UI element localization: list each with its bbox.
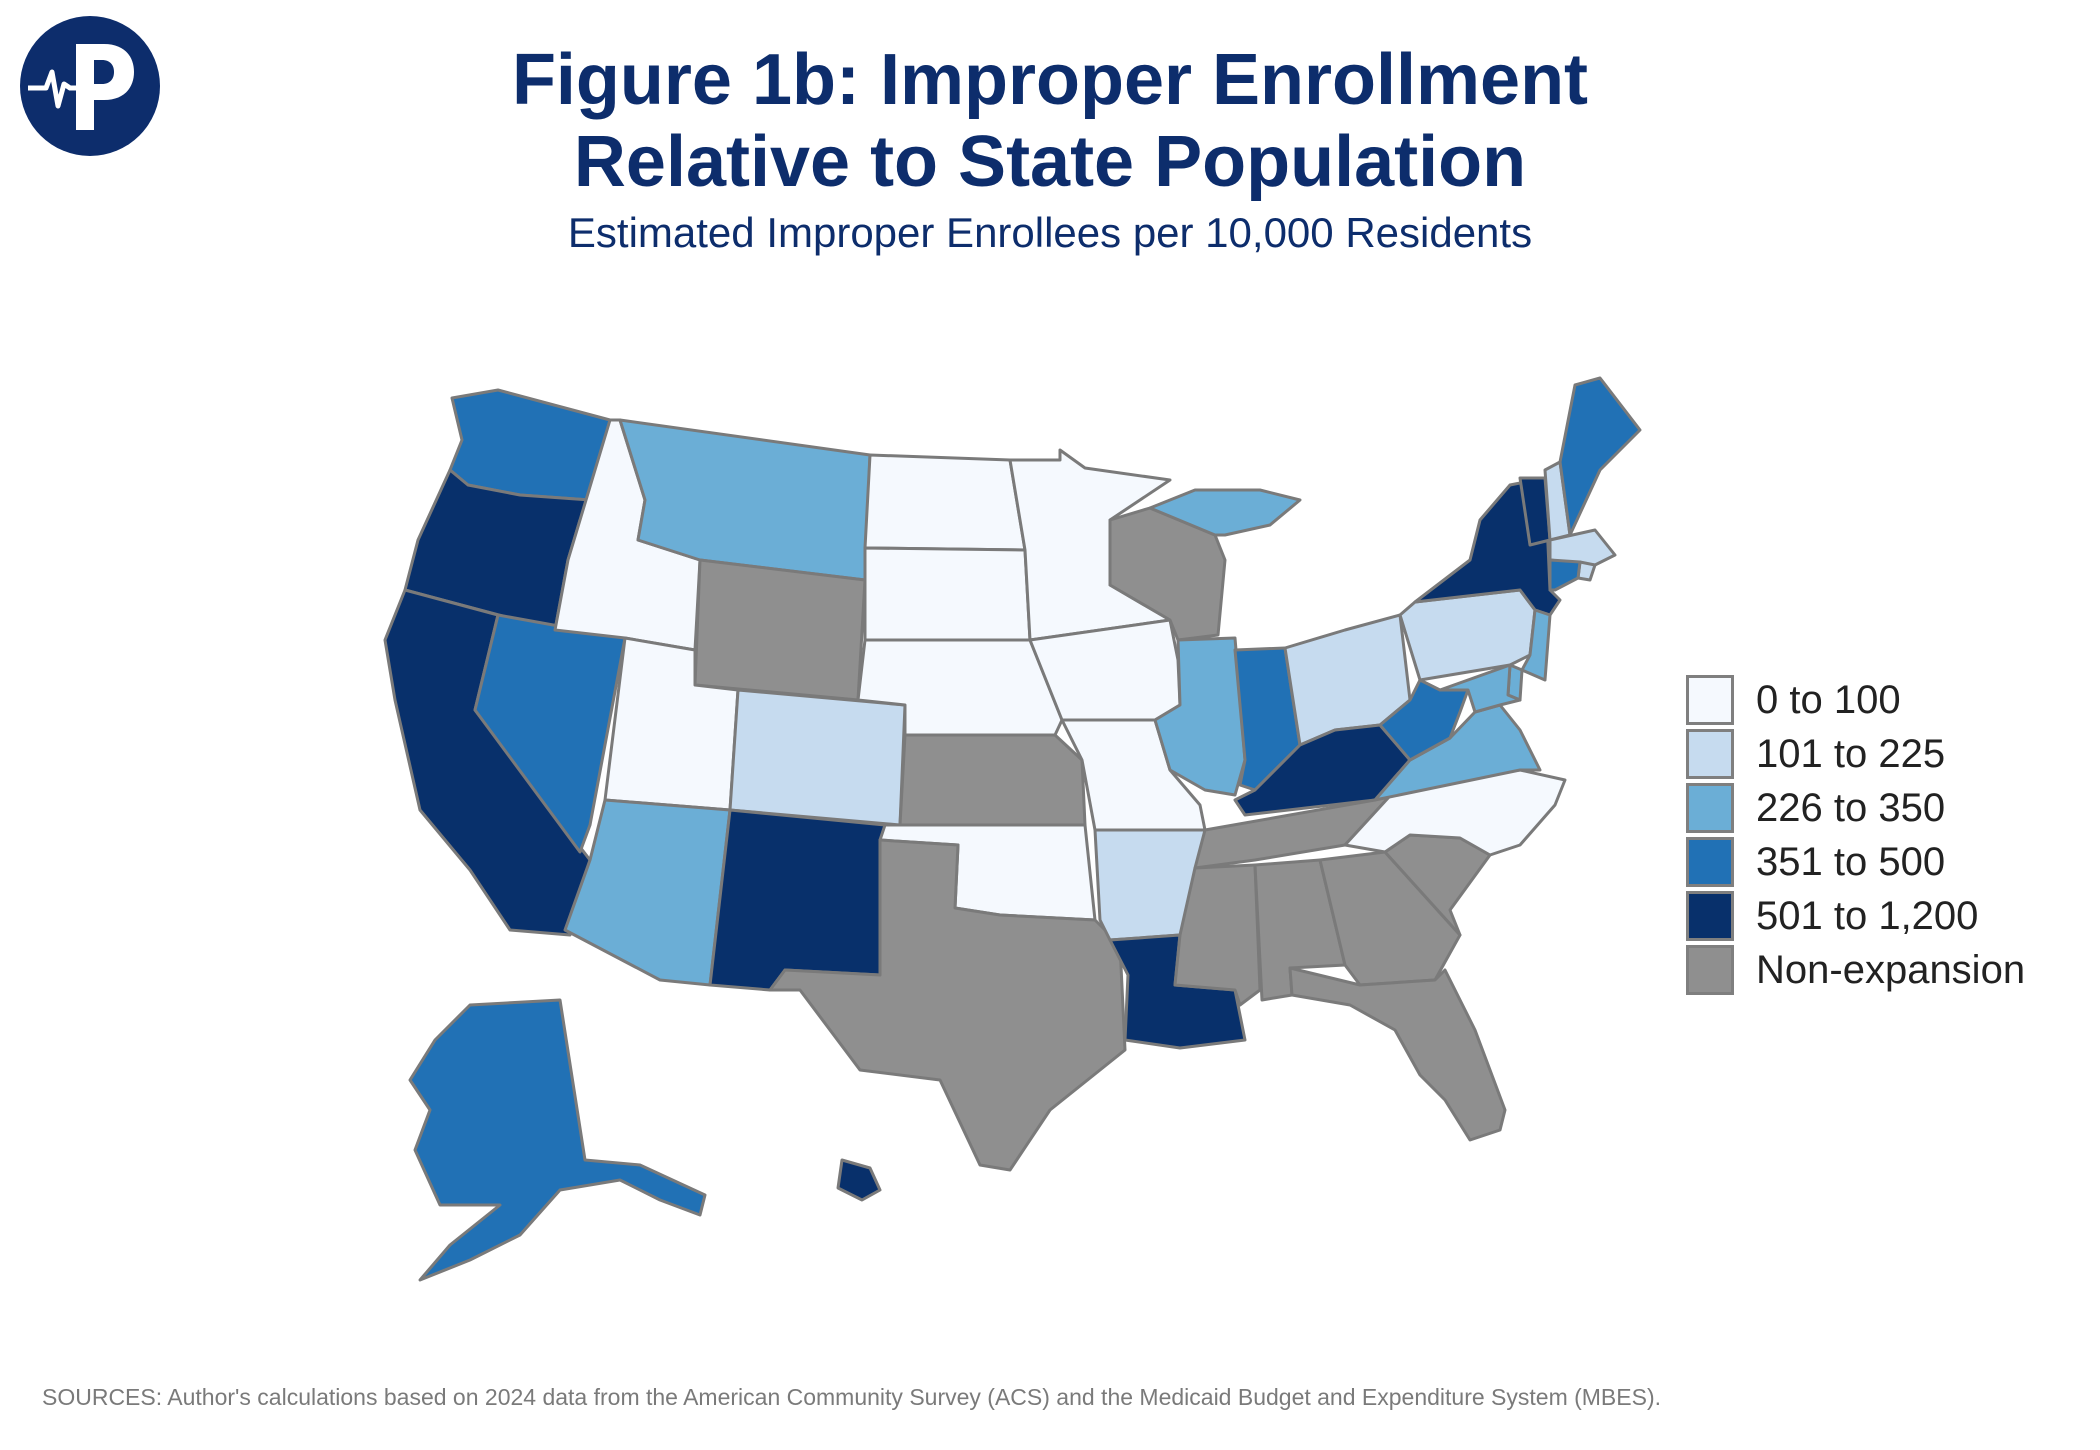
state-nd: [863, 453, 1027, 552]
state-md: [1438, 663, 1522, 714]
legend-swatch: [1686, 837, 1734, 887]
state-hi: [836, 1158, 882, 1202]
legend-swatch: [1686, 675, 1734, 725]
state-mi: [1148, 488, 1302, 537]
state-nj: [1520, 608, 1552, 682]
state-sd: [863, 546, 1032, 642]
legend-swatch: [1686, 783, 1734, 833]
state-wy: [693, 558, 867, 702]
page-title: Figure 1b: Improper Enrollment: [511, 40, 1589, 120]
legend-label: 351 to 500: [1756, 840, 1946, 884]
legend-label: Non-expansion: [1756, 948, 2026, 992]
legend-label: 101 to 225: [1756, 732, 1946, 776]
state-ma: [1548, 528, 1617, 567]
state-nm: [708, 808, 887, 992]
page-subtitle: Estimated Improper Enrollees per 10,000 …: [567, 209, 1533, 256]
page-title-line2: Relative to State Population: [573, 122, 1527, 202]
legend-swatch: [1686, 729, 1734, 779]
legend-label: 0 to 100: [1756, 678, 1901, 722]
state-ct: [1548, 558, 1582, 592]
legend-label: 226 to 350: [1756, 786, 1946, 830]
state-tx: [768, 838, 1127, 1172]
legend-swatch: [1686, 945, 1734, 995]
legend-swatch: [1686, 891, 1734, 941]
state-me: [1558, 376, 1642, 537]
state-fl: [1288, 966, 1507, 1142]
pulse-p-logo-icon: [20, 16, 160, 156]
state-wa: [448, 388, 612, 502]
state-co: [728, 688, 907, 827]
sources-note: SOURCES: Author's calculations based on …: [42, 1384, 1662, 1410]
legend-label: 501 to 1,200: [1756, 894, 1979, 938]
state-ak: [408, 998, 707, 1282]
state-ks: [898, 733, 1087, 827]
